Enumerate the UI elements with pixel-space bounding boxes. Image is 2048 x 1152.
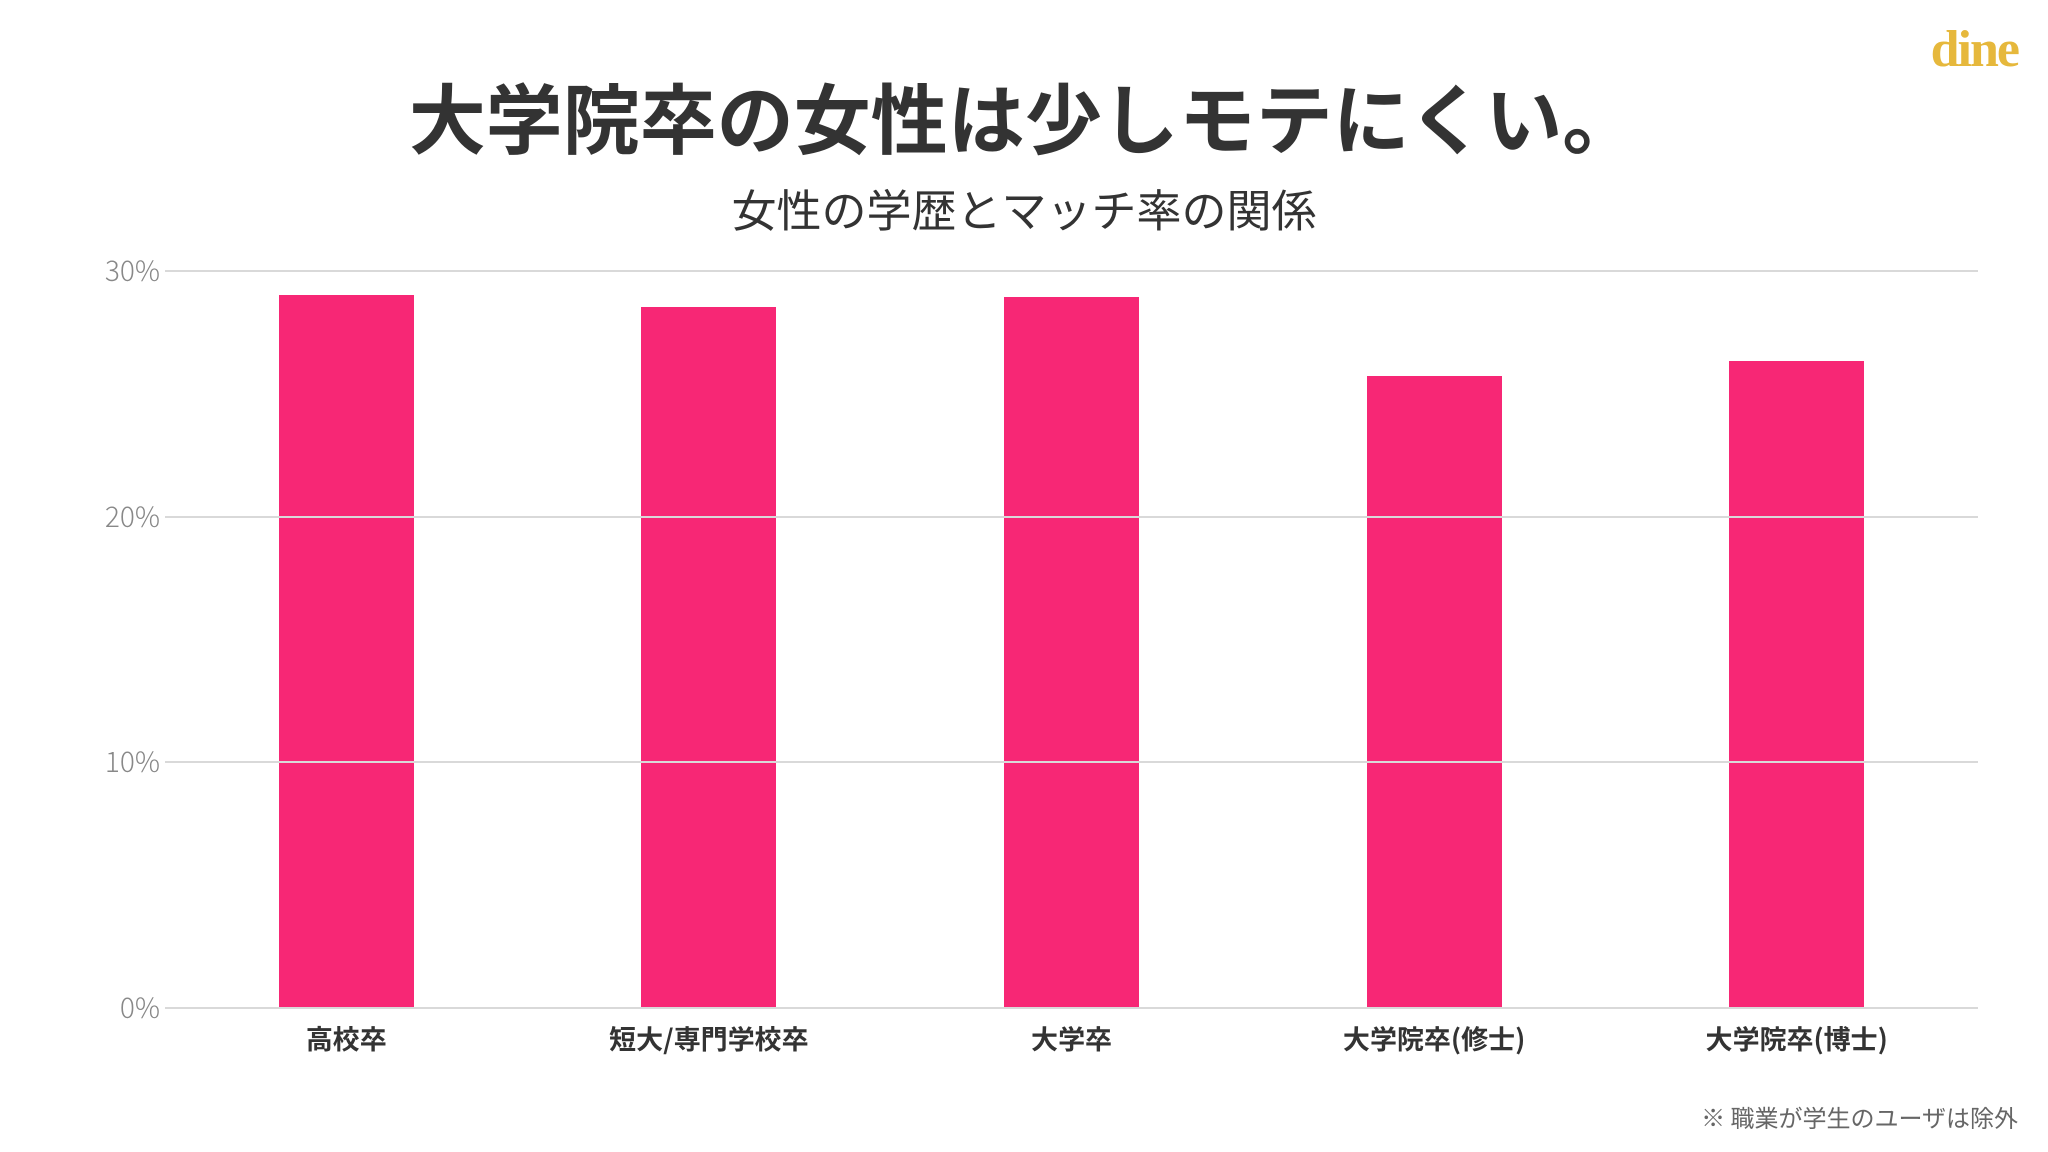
x-tick-label: 短大/専門学校卒 bbox=[528, 1018, 891, 1057]
page-title: 大学院卒の女性は少しモテにくい。 bbox=[0, 60, 2048, 171]
plot-area: 0%10%20%30% bbox=[165, 270, 1978, 1007]
x-tick-label: 大学院卒(修士) bbox=[1253, 1018, 1616, 1057]
bar-chart: 0%10%20%30% 高校卒短大/専門学校卒大学卒大学院卒(修士)大学院卒(博… bbox=[60, 250, 1988, 1072]
bar bbox=[1729, 361, 1864, 1007]
x-axis-labels: 高校卒短大/専門学校卒大学卒大学院卒(修士)大学院卒(博士) bbox=[165, 1018, 1978, 1057]
gridline bbox=[165, 1007, 1978, 1009]
bar bbox=[279, 295, 414, 1007]
gridline bbox=[165, 516, 1978, 518]
bar-slot bbox=[528, 270, 891, 1007]
y-tick-label: 30% bbox=[90, 250, 160, 290]
y-tick-label: 0% bbox=[90, 987, 160, 1027]
footnote: ※ 職業が学生のユーザは除外 bbox=[1701, 1099, 2018, 1134]
bar-slot bbox=[1615, 270, 1978, 1007]
x-tick-label: 大学卒 bbox=[890, 1018, 1253, 1057]
bar bbox=[641, 307, 776, 1007]
bar bbox=[1004, 297, 1139, 1007]
bar-slot bbox=[890, 270, 1253, 1007]
gridline bbox=[165, 270, 1978, 272]
bars-container bbox=[165, 270, 1978, 1007]
bar bbox=[1367, 376, 1502, 1007]
y-tick-label: 10% bbox=[90, 741, 160, 781]
x-tick-label: 高校卒 bbox=[165, 1018, 528, 1057]
x-tick-label: 大学院卒(博士) bbox=[1615, 1018, 1978, 1057]
y-tick-label: 20% bbox=[90, 496, 160, 536]
bar-slot bbox=[165, 270, 528, 1007]
gridline bbox=[165, 761, 1978, 763]
page-subtitle: 女性の学歴とマッチ率の関係 bbox=[0, 175, 2048, 240]
bar-slot bbox=[1253, 270, 1616, 1007]
